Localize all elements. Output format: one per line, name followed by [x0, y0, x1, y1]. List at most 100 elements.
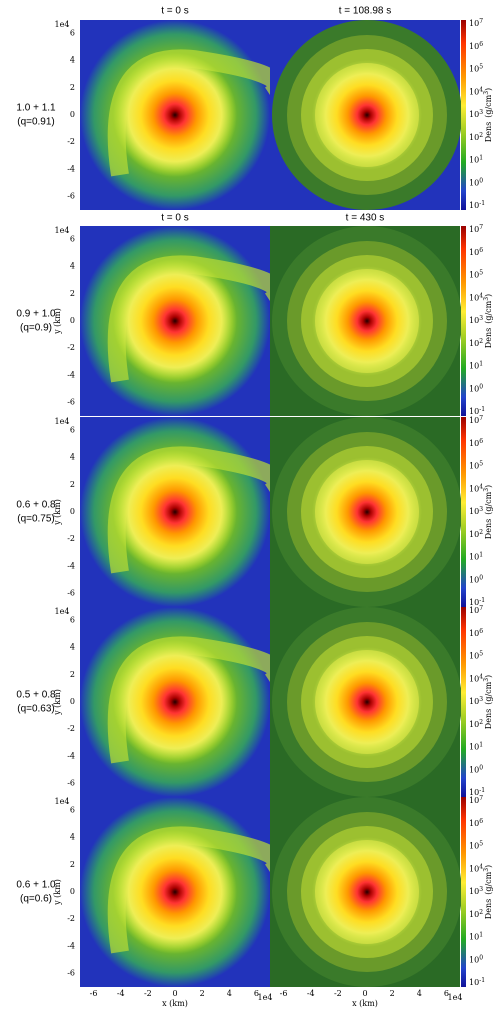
y-tick-label: 6: [70, 235, 75, 244]
label: Dens: [484, 122, 493, 142]
colorbar-tick-label: 103: [469, 506, 483, 517]
unit: (g/cm: [484, 491, 493, 514]
tick-exp: 3: [479, 315, 483, 322]
y-multiplier: 1e4: [55, 607, 70, 616]
core: [113, 259, 237, 383]
unit-exp: 3: [483, 868, 490, 872]
tick-exp: 5: [479, 650, 483, 657]
tick-exp: 0: [479, 954, 483, 961]
colorbar-tick-label: 106: [469, 246, 483, 257]
tick-exp: -1: [479, 597, 485, 604]
tick-exp: 1: [479, 931, 483, 938]
unit-close: ): [484, 865, 493, 868]
tick-exp: -1: [479, 406, 485, 413]
colorbar-tick-label: 106: [469, 40, 483, 51]
x-tick-label: -6: [90, 989, 98, 998]
tick-exp: 0: [479, 764, 483, 771]
colorbar-label: Dens (g/cm3): [483, 485, 494, 539]
tick-base: 10: [469, 652, 479, 661]
tick-base: 10: [469, 887, 479, 896]
x-tick-label: 2: [390, 989, 395, 998]
colorbar-tick-label: 104: [469, 483, 483, 494]
tick-exp: 6: [479, 627, 483, 634]
colorbar-tick-label: 100: [469, 764, 483, 775]
colorbar-tick-label: 106: [469, 437, 483, 448]
tick-exp: 7: [479, 415, 483, 422]
colorbar-tick-label: 104: [469, 292, 483, 303]
row-label: 1.0 + 1.1: [16, 103, 56, 114]
x-tick-label: -2: [144, 989, 152, 998]
colorbar-tick-label: 103: [469, 696, 483, 707]
colorbar-tick-label: 10-1: [469, 597, 485, 608]
colorbar-tick-label: 105: [469, 840, 483, 851]
y-tick-label: -4: [67, 164, 75, 173]
core: [312, 837, 422, 947]
colorbar-tick-label: 10-1: [469, 787, 485, 798]
core: [113, 53, 237, 177]
y-axis-label: y (km): [53, 689, 62, 716]
y-tick-label: 4: [70, 833, 75, 842]
tick-exp: 1: [479, 360, 483, 367]
x-tick-label: -6: [280, 989, 288, 998]
tick-base: 10: [469, 629, 479, 638]
colorbar-tick-label: 102: [469, 131, 483, 142]
unit-exp: 3: [483, 678, 490, 682]
colorbar-tick-label: 100: [469, 177, 483, 188]
tick-exp: 1: [479, 551, 483, 558]
core: [312, 647, 422, 757]
tick-exp: 2: [479, 337, 483, 344]
tick-base: 10: [469, 978, 479, 987]
unit-exp: 3: [483, 488, 490, 492]
unit-close: ): [484, 88, 493, 91]
tick-exp: 2: [479, 908, 483, 915]
y-tick-label: 0: [70, 507, 75, 516]
tick-base: 10: [469, 842, 479, 851]
y-tick-label: 2: [70, 289, 75, 298]
tick-base: 10: [469, 416, 479, 425]
column-title: t = 0 s: [161, 6, 189, 17]
y-axis-label: y (km): [53, 308, 62, 335]
x-tick-label: 0: [362, 989, 367, 998]
x-tick-label: 0: [172, 989, 177, 998]
tick-base: 10: [469, 439, 479, 448]
tick-exp: -1: [479, 200, 485, 207]
x-tick-label: 4: [417, 989, 422, 998]
tick-exp: 4: [479, 86, 483, 93]
colorbar-tick-label: 10-1: [469, 977, 485, 988]
colorbar: [461, 20, 466, 210]
y-multiplier: 1e4: [55, 20, 70, 29]
y-tick-label: 4: [70, 643, 75, 652]
colorbar-tick-label: 105: [469, 460, 483, 471]
tick-exp: 4: [479, 292, 483, 299]
y-tick-label: 4: [70, 262, 75, 271]
tick-exp: 7: [479, 224, 483, 231]
colorbar-tick-label: 102: [469, 908, 483, 919]
tick-base: 10: [469, 796, 479, 805]
x-tick-label: 6: [444, 989, 449, 998]
label: Dens: [484, 709, 493, 729]
tick-exp: 4: [479, 673, 483, 680]
colorbar-tick-label: 101: [469, 154, 483, 165]
tick-base: 10: [469, 133, 479, 142]
tick-exp: -1: [479, 787, 485, 794]
tick-exp: 1: [479, 741, 483, 748]
tick-exp: 3: [479, 109, 483, 116]
y-tick-label: 4: [70, 453, 75, 462]
colorbar-tick-label: 100: [469, 383, 483, 394]
tick-exp: 2: [479, 528, 483, 535]
tick-base: 10: [469, 407, 479, 416]
core: [312, 266, 422, 376]
tick-base: 10: [469, 910, 479, 919]
tick-exp: 6: [479, 437, 483, 444]
row-label: 0.9 + 1.0: [16, 309, 56, 320]
column-title: t = 430 s: [346, 213, 385, 224]
core: [113, 640, 237, 764]
tick-base: 10: [469, 201, 479, 210]
tick-base: 10: [469, 674, 479, 683]
colorbar-tick-label: 101: [469, 360, 483, 371]
y-tick-label: -2: [67, 137, 75, 146]
tick-exp: 6: [479, 40, 483, 47]
tick-exp: 3: [479, 886, 483, 893]
unit: (g/cm: [484, 871, 493, 894]
